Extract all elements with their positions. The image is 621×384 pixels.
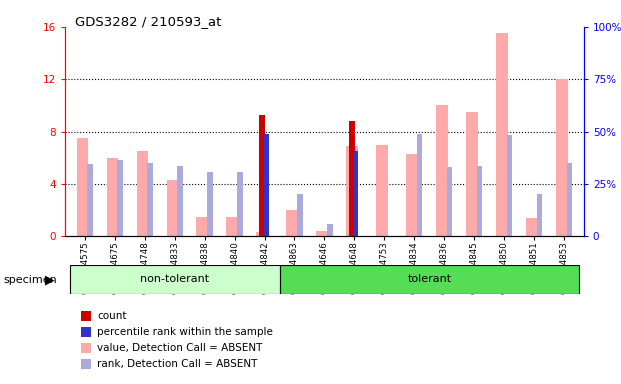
Text: non-tolerant: non-tolerant (140, 274, 209, 285)
Bar (376, 145, 388, 236)
Bar (316, 231, 328, 236)
Bar (417, 134, 422, 236)
Bar (466, 112, 478, 236)
Bar (507, 136, 512, 236)
Bar (406, 154, 418, 236)
Bar (147, 163, 153, 236)
Bar (237, 172, 243, 236)
Bar (286, 210, 298, 236)
Bar (279, 265, 579, 294)
Bar (537, 194, 542, 236)
Bar (526, 218, 538, 236)
Bar (76, 138, 88, 236)
Bar (117, 160, 123, 236)
Bar (70, 265, 279, 294)
Bar (556, 79, 568, 236)
Bar (227, 217, 238, 236)
Text: value, Detection Call = ABSENT: value, Detection Call = ABSENT (97, 343, 262, 353)
Bar (178, 166, 183, 236)
Text: rank, Detection Call = ABSENT: rank, Detection Call = ABSENT (97, 359, 257, 369)
Text: tolerant: tolerant (407, 274, 451, 285)
Bar (347, 146, 358, 236)
Text: count: count (97, 311, 127, 321)
Bar (196, 217, 208, 236)
Bar (447, 167, 453, 236)
Bar (137, 151, 148, 236)
Bar (88, 164, 93, 236)
Bar (496, 33, 507, 236)
Bar (264, 134, 268, 236)
Text: percentile rank within the sample: percentile rank within the sample (97, 327, 273, 337)
Bar (256, 232, 268, 236)
Text: GDS3282 / 210593_at: GDS3282 / 210593_at (75, 15, 221, 28)
Bar (166, 180, 178, 236)
Bar (297, 194, 302, 236)
Bar (207, 172, 212, 236)
Text: specimen: specimen (3, 275, 57, 285)
Bar (259, 114, 265, 236)
Bar (107, 158, 118, 236)
Bar (567, 163, 573, 236)
Bar (437, 105, 448, 236)
Bar (349, 121, 355, 236)
Bar (327, 224, 333, 236)
Bar (354, 151, 358, 236)
Bar (477, 166, 483, 236)
Text: ▶: ▶ (45, 273, 54, 286)
